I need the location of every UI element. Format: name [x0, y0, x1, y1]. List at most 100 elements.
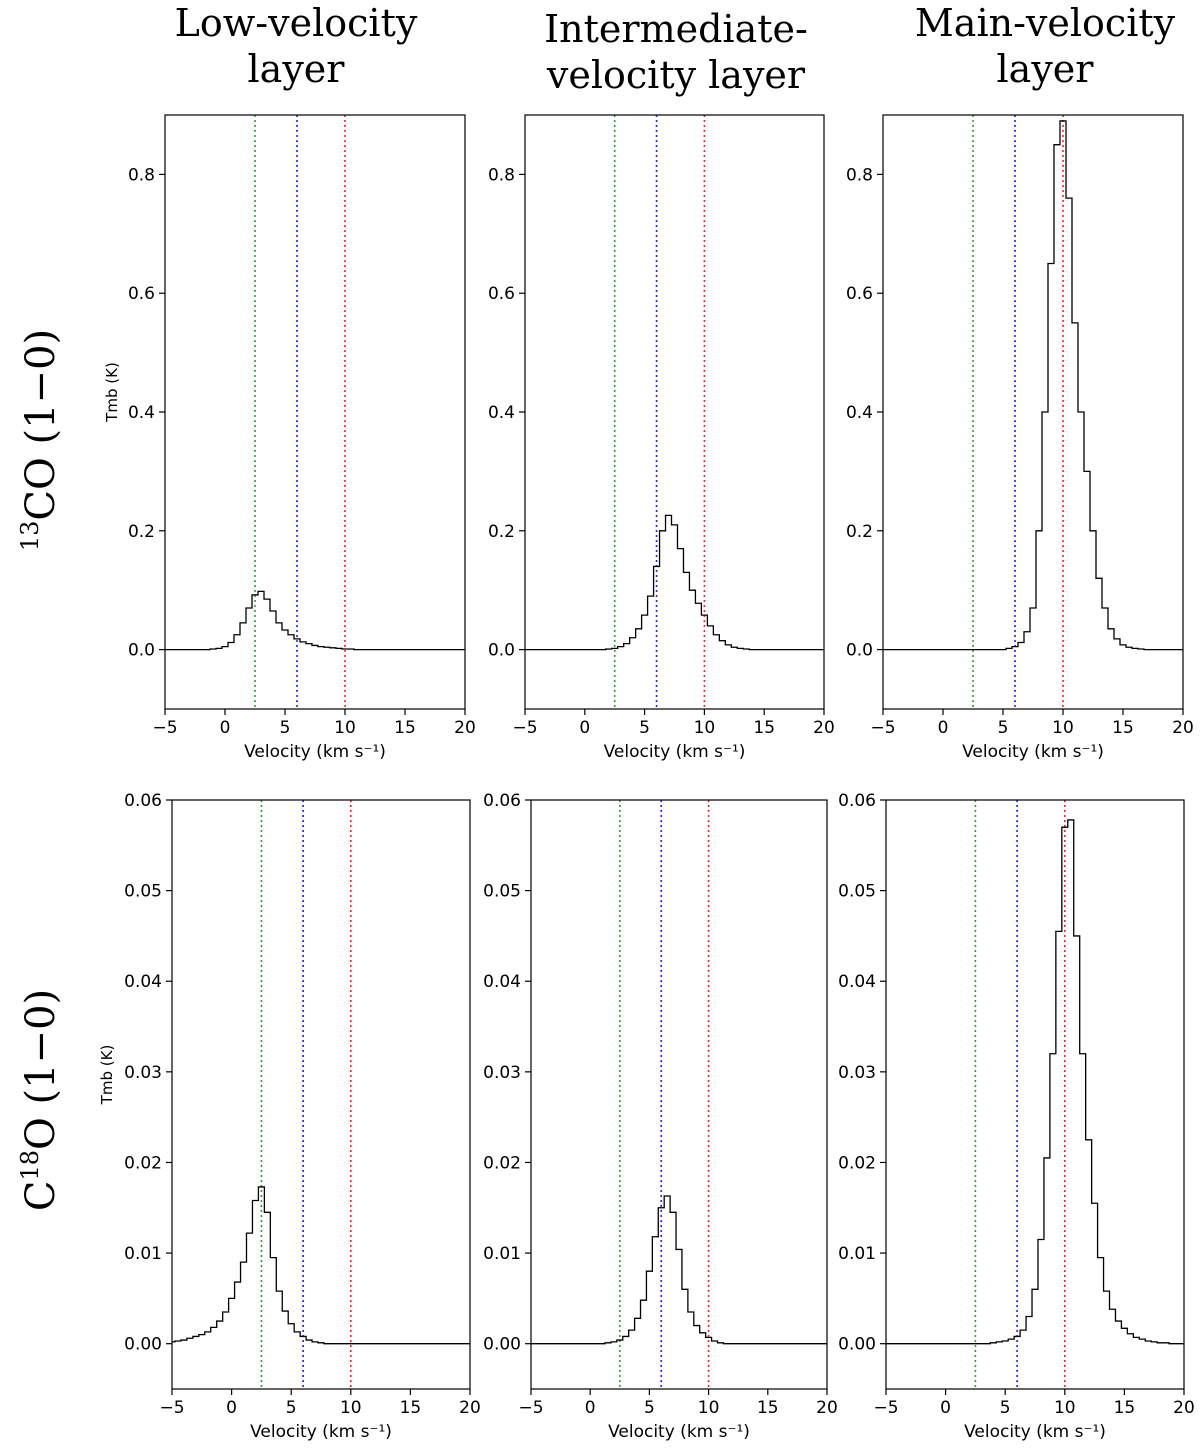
column-title-line: Low-velocity — [174, 1, 418, 45]
x-tick-label: 0 — [579, 718, 590, 738]
y-tick-label: 0.6 — [128, 284, 155, 304]
y-tick-label: 0.8 — [846, 165, 873, 185]
y-tick-label: 0.06 — [483, 791, 521, 811]
y-tick-label: 0.00 — [838, 1335, 876, 1355]
column-title-line: velocity layer — [546, 53, 806, 97]
y-tick-label: 0.4 — [846, 403, 873, 423]
x-tick-label: −5 — [518, 1398, 543, 1418]
column-title-main: Main-velocity layer — [880, 0, 1200, 92]
x-tick-label: 10 — [340, 1398, 362, 1418]
x-tick-label: 5 — [644, 1398, 655, 1418]
y-tick-label: 0.6 — [846, 284, 873, 304]
x-tick-label: −5 — [159, 1398, 184, 1418]
y-tick-label: 0.05 — [838, 882, 876, 902]
x-tick-label: 15 — [394, 718, 416, 738]
x-tick-label: 10 — [1054, 1398, 1076, 1418]
x-tick-label: −5 — [870, 718, 895, 738]
axes-frame — [171, 799, 471, 1390]
x-tick-label: 5 — [998, 718, 1009, 738]
y-tick-label: 0.06 — [838, 791, 876, 811]
x-tick-label: 5 — [286, 1398, 297, 1418]
column-title-line: Main-velocity — [914, 1, 1176, 45]
x-axis-label: Velocity (km s⁻¹) — [608, 1422, 750, 1442]
y-tick-label: 0.8 — [488, 165, 515, 185]
spectrum-line — [883, 120, 1183, 651]
column-title-line: Intermediate- — [544, 7, 808, 51]
x-tick-label: 0 — [938, 718, 949, 738]
y-tick-label: 0.2 — [488, 522, 515, 542]
y-tick-label: 0.8 — [128, 165, 155, 185]
y-tick-label: 0.03 — [483, 1063, 521, 1083]
y-tick-label: 0.05 — [483, 882, 521, 902]
y-tick-label: 0.2 — [128, 522, 155, 542]
x-axis-label: Velocity (km s⁻¹) — [604, 742, 746, 762]
y-tick-label: 0.0 — [846, 641, 873, 661]
y-tick-label: 0.01 — [124, 1244, 162, 1264]
column-title-line: layer — [996, 47, 1094, 91]
x-tick-label: −5 — [512, 718, 537, 738]
axes-frame — [530, 799, 828, 1390]
y-tick-label: 0.04 — [483, 972, 521, 992]
spectrum-line — [165, 590, 465, 651]
x-tick-label: 0 — [220, 718, 231, 738]
y-tick-label: 0.4 — [488, 403, 515, 423]
y-tick-label: 0.6 — [488, 284, 515, 304]
y-tick-label: 0.0 — [488, 641, 515, 661]
x-tick-label: 10 — [1052, 718, 1074, 738]
x-tick-label: −5 — [152, 718, 177, 738]
x-tick-label: 15 — [1114, 1398, 1136, 1418]
spectrum-line — [172, 1186, 470, 1345]
axes-frame — [524, 114, 825, 710]
y-tick-label: 0.01 — [838, 1244, 876, 1264]
x-tick-label: 5 — [280, 718, 291, 738]
y-tick-label: 0.05 — [124, 882, 162, 902]
x-tick-label: 5 — [1000, 1398, 1011, 1418]
y-tick-label: 0.02 — [124, 1153, 162, 1173]
x-tick-label: 20 — [454, 718, 476, 738]
x-axis-label: Velocity (km s⁻¹) — [244, 742, 386, 762]
x-tick-label: 10 — [334, 718, 356, 738]
axes-frame — [164, 114, 466, 710]
x-tick-label: −5 — [873, 1398, 898, 1418]
x-tick-label: 0 — [585, 1398, 596, 1418]
spectrum-line — [886, 819, 1184, 1345]
y-axis-label: Tmb (K) — [98, 1045, 116, 1106]
x-axis-label: Velocity (km s⁻¹) — [964, 1422, 1106, 1442]
x-tick-label: 20 — [1173, 1398, 1195, 1418]
y-tick-label: 0.04 — [124, 972, 162, 992]
y-tick-label: 0.03 — [124, 1063, 162, 1083]
y-tick-label: 0.00 — [124, 1335, 162, 1355]
x-tick-label: 0 — [940, 1398, 951, 1418]
x-tick-label: 10 — [694, 718, 716, 738]
y-tick-label: 0.04 — [838, 972, 876, 992]
column-title-intermediate: Intermediate- velocity layer — [506, 6, 846, 98]
x-tick-label: 5 — [639, 718, 650, 738]
x-tick-label: 10 — [698, 1398, 720, 1418]
x-tick-label: 20 — [816, 1398, 838, 1418]
y-tick-label: 0.00 — [483, 1335, 521, 1355]
y-tick-label: 0.0 — [128, 641, 155, 661]
x-tick-label: 15 — [400, 1398, 422, 1418]
x-tick-label: 15 — [1112, 718, 1134, 738]
y-tick-label: 0.02 — [838, 1153, 876, 1173]
y-tick-label: 0.01 — [483, 1244, 521, 1264]
y-tick-label: 0.02 — [483, 1153, 521, 1173]
y-tick-label: 0.2 — [846, 522, 873, 542]
y-tick-label: 0.4 — [128, 403, 155, 423]
column-title-low: Low-velocity layer — [146, 0, 446, 92]
spectrum-line — [531, 1195, 827, 1345]
spectrum-line — [525, 514, 824, 651]
y-axis-label: Tmb (K) — [103, 362, 121, 423]
x-tick-label: 15 — [757, 1398, 779, 1418]
axes-frame — [885, 799, 1185, 1390]
x-tick-label: 15 — [753, 718, 775, 738]
x-tick-label: 0 — [226, 1398, 237, 1418]
y-tick-label: 0.03 — [838, 1063, 876, 1083]
x-tick-label: 20 — [459, 1398, 481, 1418]
y-tick-label: 0.06 — [124, 791, 162, 811]
x-axis-label: Velocity (km s⁻¹) — [250, 1422, 392, 1442]
x-tick-label: 20 — [813, 718, 835, 738]
column-title-line: layer — [247, 47, 345, 91]
